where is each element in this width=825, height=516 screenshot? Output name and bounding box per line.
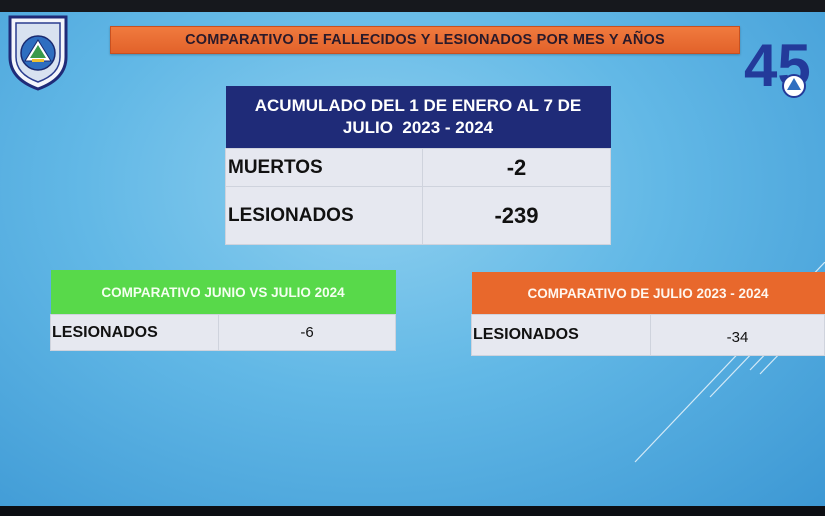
table-row: LESIONADOS -6 xyxy=(50,314,396,351)
june-july-row-value: -6 xyxy=(218,314,396,351)
table-row: LESIONADOS -34 xyxy=(471,314,825,356)
june-july-row-label: LESIONADOS xyxy=(50,314,219,351)
row-value-muertos: -2 xyxy=(422,148,611,187)
row-label-lesionados: LESIONADOS xyxy=(225,186,423,245)
accumulated-header-line1: ACUMULADO DEL 1 DE ENERO AL 7 DE xyxy=(254,96,582,115)
45-anniversary-badge-icon: 45 xyxy=(744,32,811,99)
june-vs-july-table: COMPARATIVO JUNIO VS JULIO 2024 LESIONAD… xyxy=(50,270,396,351)
table-row: MUERTOS -2 xyxy=(225,148,611,187)
monitor-bottom-bezel xyxy=(0,506,825,516)
july-years-row-label: LESIONADOS xyxy=(471,314,651,356)
june-vs-july-header: COMPARATIVO JUNIO VS JULIO 2024 xyxy=(50,270,396,315)
july-years-header: COMPARATIVO DE JULIO 2023 - 2024 xyxy=(471,272,825,315)
row-label-muertos: MUERTOS xyxy=(225,148,423,187)
accumulated-header-line2: JULIO 2023 - 2024 xyxy=(342,118,494,137)
monitor-top-bezel xyxy=(0,0,825,12)
accumulated-table-header: ACUMULADO DEL 1 DE ENERO AL 7 DE JULIO 2… xyxy=(225,86,611,149)
table-row: LESIONADOS -239 xyxy=(225,186,611,245)
police-shield-logo-icon xyxy=(8,15,68,91)
page-title: COMPARATIVO DE FALLECIDOS Y LESIONADOS P… xyxy=(110,26,740,54)
july-years-row-value: -34 xyxy=(650,314,825,356)
accumulated-table: ACUMULADO DEL 1 DE ENERO AL 7 DE JULIO 2… xyxy=(225,86,611,245)
row-value-lesionados: -239 xyxy=(422,186,611,245)
july-years-table: COMPARATIVO DE JULIO 2023 - 2024 LESIONA… xyxy=(471,272,825,356)
